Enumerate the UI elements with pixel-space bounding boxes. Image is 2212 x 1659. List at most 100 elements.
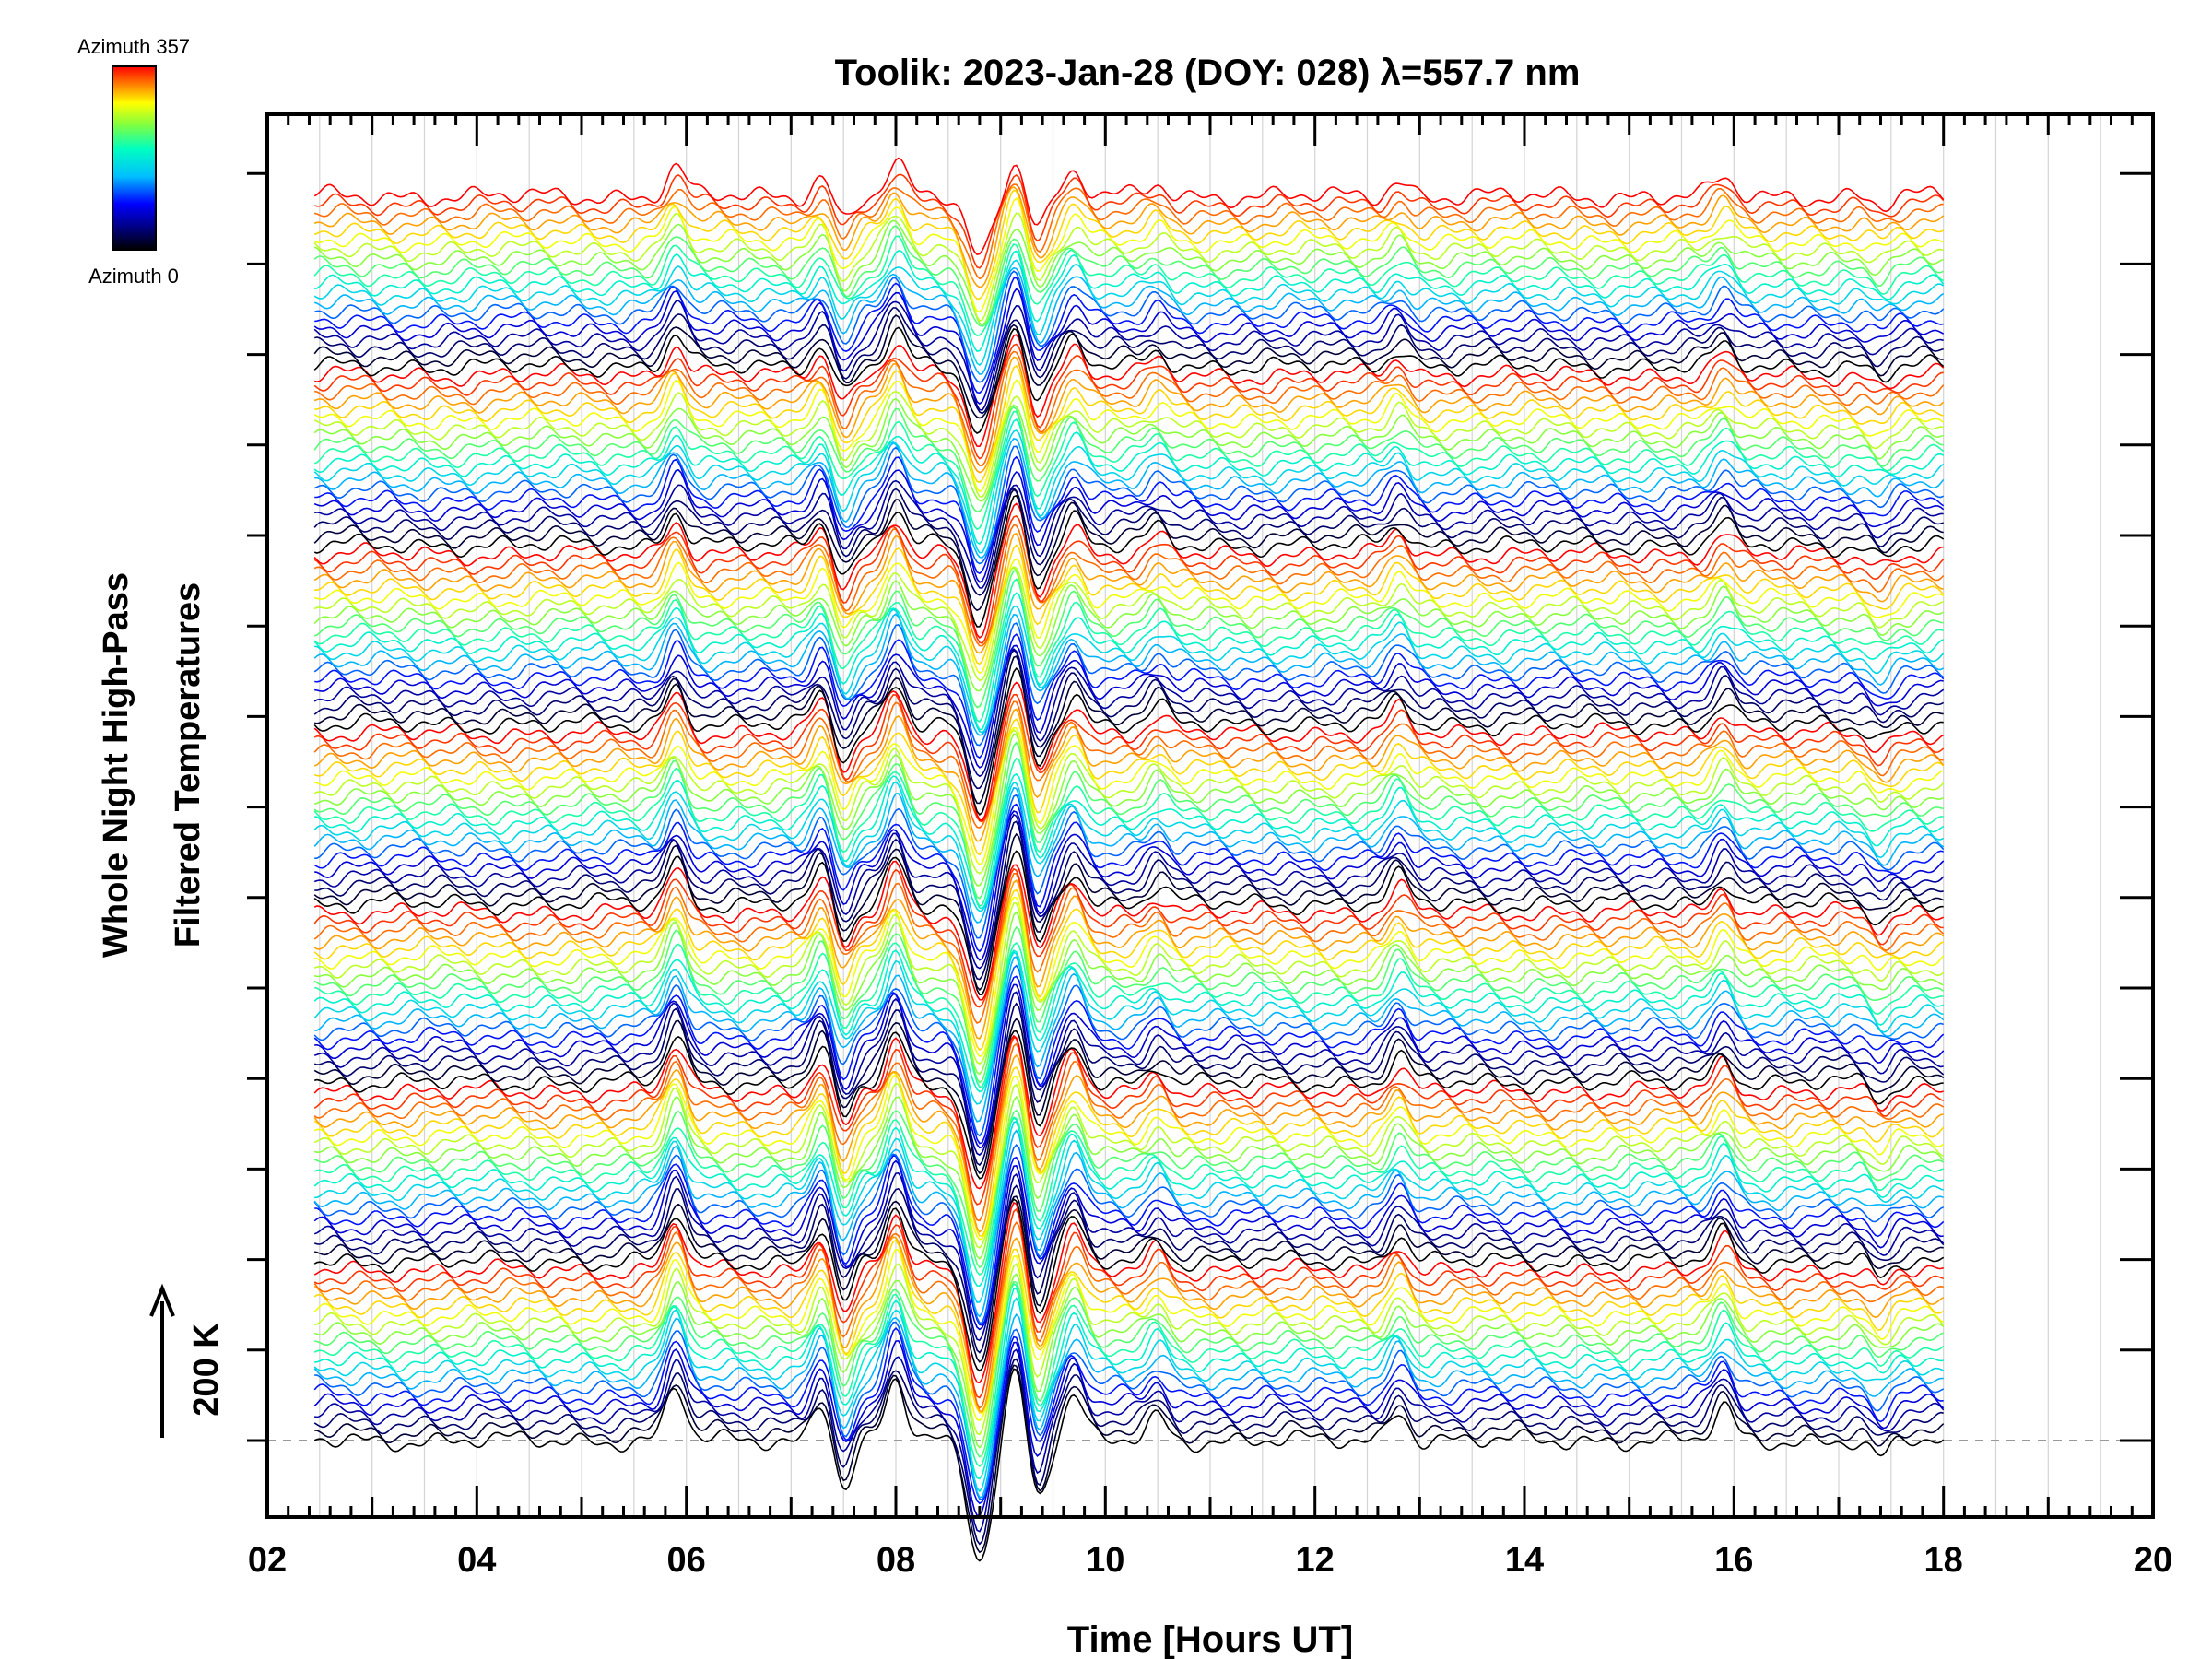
azimuth-trace: [313, 622, 1945, 747]
azimuth-trace: [313, 757, 1944, 908]
azimuth-trace: [313, 225, 1944, 327]
azimuth-trace: [313, 693, 1945, 823]
azimuth-trace: [314, 1121, 1944, 1303]
azimuth-trace: [313, 410, 1945, 531]
azimuth-trace: [313, 494, 1945, 628]
azimuth-trace: [313, 1171, 1945, 1342]
x-tick-labels: 02 04 06 08 10 12 14 16 18 20: [248, 1541, 2172, 1580]
azimuth-trace: [314, 1030, 1944, 1180]
azimuth-trace: [313, 189, 1945, 300]
azimuth-trace: [313, 235, 1945, 336]
scale-label: 200 K: [187, 1323, 226, 1417]
azimuth-trace: [314, 956, 1945, 1123]
azimuth-trace: [313, 813, 1945, 970]
azimuth-trace: [313, 850, 1944, 996]
azimuth-trace: [313, 949, 1944, 1093]
azimuth-trace: [313, 911, 1944, 1076]
azimuth-trace: [313, 570, 1944, 709]
azimuth-trace: [314, 794, 1945, 939]
azimuth-trace: [313, 718, 1945, 856]
azimuth-trace: [313, 379, 1945, 493]
azimuth-trace: [313, 1282, 1945, 1467]
x-tick-label: 12: [1296, 1541, 1335, 1580]
azimuth-trace: [314, 334, 1945, 448]
x-tick-label: 18: [1924, 1541, 1963, 1580]
azimuth-trace: [313, 1095, 1945, 1260]
azimuth-trace: [313, 991, 1944, 1157]
azimuth-trace: [313, 259, 1945, 367]
azimuth-trace: [313, 1066, 1945, 1237]
azimuth-trace: [313, 787, 1945, 924]
azimuth-trace: [313, 1082, 1945, 1249]
azimuth-trace: [313, 270, 1945, 383]
azimuth-trace: [313, 832, 1945, 992]
azimuth-trace: [313, 1034, 1944, 1190]
azimuth-trace: [313, 157, 1945, 255]
azimuth-trace: [313, 741, 1944, 900]
trace-series: [313, 157, 1945, 1562]
azimuth-trace: [313, 1053, 1944, 1233]
azimuth-trace: [314, 810, 1945, 961]
azimuth-trace: [314, 1364, 1945, 1554]
azimuth-trace: [313, 888, 1944, 1052]
azimuth-trace: [314, 276, 1944, 394]
azimuth-trace: [313, 356, 1945, 474]
azimuth-trace: [313, 975, 1945, 1145]
azimuth-trace: [314, 942, 1944, 1088]
azimuth-trace: [313, 390, 1944, 499]
azimuth-trace: [313, 488, 1944, 612]
grid-lines: [319, 114, 2101, 1517]
azimuth-trace: [313, 487, 1944, 596]
azimuth-trace: [313, 288, 1945, 406]
azimuth-trace: [314, 250, 1945, 352]
azimuth-trace: [313, 314, 1944, 419]
x-tick-label: 06: [667, 1541, 706, 1580]
colorbar-bottom-label: Azimuth 0: [88, 265, 179, 288]
x-tick-label: 20: [2134, 1541, 2172, 1580]
azimuth-trace: [314, 455, 1945, 575]
azimuth-trace: [313, 186, 1945, 288]
azimuth-trace: [313, 445, 1945, 565]
azimuth-trace: [314, 1280, 1945, 1458]
azimuth-trace: [313, 648, 1945, 778]
azimuth-trace: [313, 1236, 1945, 1413]
azimuth-trace: [313, 1313, 1944, 1499]
azimuth-trace: [314, 1321, 1945, 1500]
azimuth-trace: [313, 879, 1945, 1040]
azimuth-trace: [313, 566, 1945, 692]
azimuth-trace: [313, 902, 1945, 1065]
azimuth-trace: [313, 566, 1944, 682]
colorbar-top-label: Azimuth 357: [77, 35, 190, 58]
azimuth-trace: [313, 1368, 1945, 1562]
azimuth-trace: [313, 173, 1945, 269]
azimuth-trace: [313, 1002, 1945, 1167]
azimuth-trace: [313, 667, 1944, 817]
azimuth-trace: [313, 867, 1944, 1008]
azimuth-trace: [314, 1263, 1945, 1436]
azimuth-trace: [313, 183, 1944, 280]
azimuth-trace: [313, 708, 1945, 842]
azimuth-trace: [314, 1348, 1945, 1533]
azimuth-trace: [314, 1288, 1944, 1480]
azimuth-trace: [313, 1339, 1945, 1517]
x-tick-label: 14: [1505, 1541, 1544, 1580]
azimuth-trace: [314, 644, 1944, 769]
azimuth-trace: [314, 1154, 1945, 1326]
azimuth-trace: [313, 1297, 1945, 1493]
azimuth-trace: [313, 266, 1945, 375]
azimuth-trace: [313, 1129, 1944, 1318]
axis-ticks: [247, 114, 2155, 1517]
azimuth-trace: [314, 479, 1944, 589]
azimuth-trace: [313, 860, 1945, 1001]
azimuth-trace: [313, 681, 1945, 821]
azimuth-trace: [313, 1239, 1945, 1414]
azimuth-trace: [313, 1116, 1944, 1277]
azimuth-trace: [313, 925, 1945, 1084]
azimuth-trace: [313, 873, 1945, 1024]
azimuth-trace: [313, 197, 1944, 313]
azimuth-trace: [314, 1195, 1944, 1363]
azimuth-trace: [313, 728, 1945, 875]
azimuth-trace: [313, 1037, 1944, 1206]
azimuth-trace: [314, 772, 1945, 910]
colorbar: Azimuth 357 Azimuth 0: [77, 35, 190, 288]
